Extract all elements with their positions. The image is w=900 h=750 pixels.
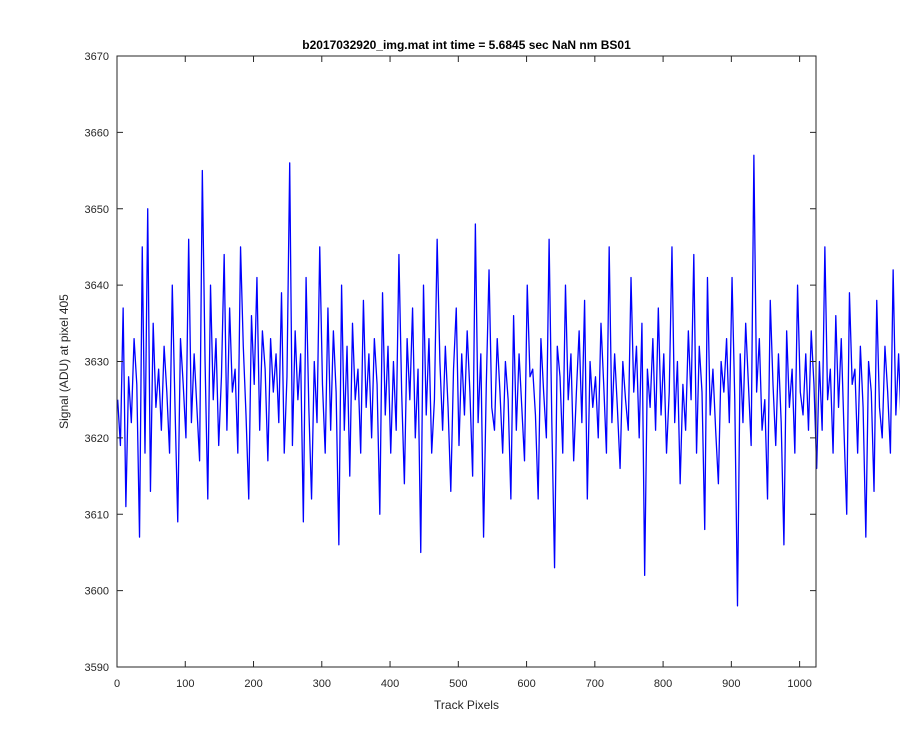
y-tick-label: 3620 <box>85 433 109 445</box>
y-tick-label: 3600 <box>85 586 109 598</box>
x-tick-label: 600 <box>517 678 535 690</box>
series-line-0 <box>117 154 900 607</box>
x-axis-ticks: 0 100 200 300 400 500 600 700 800 900 1000 <box>114 56 812 690</box>
x-tick-label: 300 <box>313 678 331 690</box>
y-tick-label: 3610 <box>85 509 109 521</box>
y-tick-label: 3590 <box>85 662 109 674</box>
x-tick-label: 1000 <box>787 678 811 690</box>
y-axis-label: Signal (ADU) at pixel 405 <box>57 294 71 429</box>
x-tick-label: 100 <box>176 678 194 690</box>
x-tick-label: 0 <box>114 678 120 690</box>
series-layer <box>117 154 900 607</box>
y-tick-label: 3660 <box>85 127 109 139</box>
y-axis-ticks: 3590 3600 3610 3620 3630 3640 3650 3660 3670 <box>85 51 816 674</box>
x-tick-label: 700 <box>586 678 604 690</box>
y-tick-label: 3640 <box>85 280 109 292</box>
x-axis-label: Track Pixels <box>434 698 499 712</box>
chart-title: b2017032920_img.mat int time = 5.6845 se… <box>302 38 631 52</box>
x-tick-label: 500 <box>449 678 467 690</box>
y-tick-label: 3630 <box>85 357 109 369</box>
x-tick-label: 200 <box>244 678 262 690</box>
x-tick-label: 900 <box>722 678 740 690</box>
x-tick-label: 800 <box>654 678 672 690</box>
y-tick-label: 3670 <box>85 51 109 63</box>
x-tick-label: 400 <box>381 678 399 690</box>
y-tick-label: 3650 <box>85 204 109 216</box>
